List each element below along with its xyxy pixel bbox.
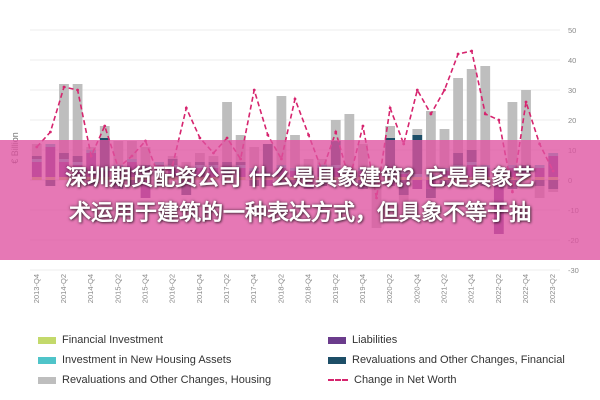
line-point xyxy=(48,130,52,134)
line-point xyxy=(184,106,188,110)
y-tick-label: 20 xyxy=(568,116,576,125)
line-point xyxy=(225,136,229,140)
legend-change-net-worth: Change in Net Worth xyxy=(328,374,457,386)
x-tick-label: 2013-Q4 xyxy=(32,274,41,303)
legend-financial-investment: Financial Investment xyxy=(38,334,163,346)
legend-swatch xyxy=(38,376,56,384)
x-tick-label: 2014-Q4 xyxy=(86,274,95,303)
line-point xyxy=(429,112,433,116)
x-tick-label: 2020-Q4 xyxy=(412,274,421,303)
line-point xyxy=(470,49,474,53)
legend-label: Liabilities xyxy=(352,334,398,346)
bar-revaluations-and-other-changes-housing xyxy=(521,90,531,165)
line-point xyxy=(103,124,107,128)
x-tick-label: 2015-Q2 xyxy=(113,274,122,303)
line-point xyxy=(307,133,310,137)
line-point xyxy=(443,88,446,92)
legend-investment-new-housing: Investment in New Housing Assets xyxy=(38,354,231,366)
overlay-banner-text: 深圳期货配资公司 什么是具象建筑？它是具象艺 术运用于建筑的一种表达方式，但具象不… xyxy=(65,166,535,226)
bar-revaluations-and-other-changes-housing xyxy=(276,96,287,165)
x-tick-label: 2016-Q4 xyxy=(195,274,204,303)
line-point xyxy=(252,88,256,92)
line-point xyxy=(456,52,460,56)
y-tick-label: -30 xyxy=(568,266,579,275)
legend-revaluations-financial: Revaluations and Other Changes, Financia… xyxy=(328,354,565,366)
line-point xyxy=(497,118,501,122)
line-point xyxy=(334,130,338,134)
x-tick-label: 2021-Q4 xyxy=(467,274,476,303)
x-tick-label: 2018-Q2 xyxy=(276,274,285,303)
legend-label: Revaluations and Other Changes, Housing xyxy=(62,374,272,386)
bar-revaluations-and-other-changes-housing xyxy=(412,129,423,135)
bar-revaluations-and-other-changes-housing xyxy=(385,126,396,138)
bar-revaluations-and-other-changes-housing xyxy=(99,126,110,138)
line-point xyxy=(524,100,528,104)
x-tick-label: 2022-Q4 xyxy=(521,274,530,303)
x-tick-label: 2020-Q2 xyxy=(385,274,394,303)
legend-swatch xyxy=(328,356,346,364)
bar-revaluations-and-other-changes-housing xyxy=(507,102,518,165)
legend-swatch xyxy=(38,356,56,364)
y-tick-label: 50 xyxy=(568,26,576,35)
legend-swatch xyxy=(328,336,346,344)
line-point xyxy=(361,124,365,128)
x-tick-label: 2017-Q4 xyxy=(249,274,258,303)
line-point xyxy=(415,88,419,92)
x-tick-label: 2021-Q2 xyxy=(439,274,448,303)
line-point xyxy=(76,88,79,92)
bar-revaluations-and-other-changes-housing xyxy=(453,78,463,153)
x-tick-label: 2015-Q4 xyxy=(141,274,150,303)
x-tick-label: 2018-Q4 xyxy=(304,274,313,303)
line-point xyxy=(388,106,392,110)
x-tick-label: 2019-Q4 xyxy=(358,274,367,303)
legend-liabilities: Liabilities xyxy=(328,334,397,346)
x-tick-label: 2019-Q2 xyxy=(331,274,340,303)
x-tick-label: 2016-Q2 xyxy=(168,274,177,303)
line-point xyxy=(266,133,270,137)
bar-revaluations-and-other-changes-housing xyxy=(222,102,232,162)
legend-label: Investment in New Housing Assets xyxy=(62,354,232,366)
y-tick-label: 30 xyxy=(568,86,576,95)
legend-dashed-line xyxy=(328,379,348,381)
overlay-banner xyxy=(0,140,600,260)
line-point xyxy=(62,85,66,89)
bar-revaluations-and-other-changes-housing xyxy=(466,69,477,150)
x-tick-label: 2022-Q2 xyxy=(494,274,503,303)
x-axis-ticks: 2013-Q4 2014-Q2 2014-Q4 2015-Q2 2015-Q4 2016-… xyxy=(32,274,557,303)
line-point xyxy=(198,136,202,140)
x-tick-label: 2023-Q2 xyxy=(548,274,557,303)
legend-label: Change in Net Worth xyxy=(354,374,457,386)
bar-revaluations-and-other-changes-housing xyxy=(72,84,83,156)
y-tick-label: 40 xyxy=(568,56,576,65)
line-point xyxy=(483,112,487,116)
x-tick-label: 2014-Q2 xyxy=(59,274,68,303)
legend-revaluations-housing: Revaluations and Other Changes, Housing xyxy=(38,374,271,386)
x-tick-label: 2017-Q2 xyxy=(222,274,231,303)
bar-revaluations-and-other-changes-housing xyxy=(480,66,491,165)
legend-label: Revaluations and Other Changes, Financia… xyxy=(352,354,565,366)
legend-label: Financial Investment xyxy=(62,334,163,346)
line-point xyxy=(293,97,297,101)
bar-revaluations-and-other-changes-housing xyxy=(59,84,69,153)
legend-swatch xyxy=(38,336,56,344)
